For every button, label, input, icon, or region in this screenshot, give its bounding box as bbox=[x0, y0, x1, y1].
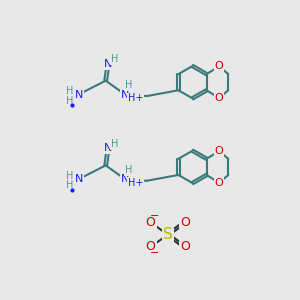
Text: H: H bbox=[66, 171, 74, 181]
Text: H: H bbox=[66, 86, 74, 96]
Text: O: O bbox=[214, 146, 224, 156]
Text: H: H bbox=[66, 180, 74, 190]
Text: S: S bbox=[163, 227, 172, 242]
Text: O: O bbox=[146, 216, 156, 229]
Text: N: N bbox=[74, 89, 83, 100]
Text: H: H bbox=[66, 96, 74, 106]
Text: −: − bbox=[150, 248, 159, 258]
Text: O: O bbox=[146, 241, 156, 254]
Text: N: N bbox=[104, 143, 112, 153]
Text: H: H bbox=[110, 139, 118, 149]
Text: N: N bbox=[74, 174, 83, 184]
Text: N: N bbox=[121, 174, 129, 184]
Text: H: H bbox=[110, 54, 118, 64]
Text: H+: H+ bbox=[128, 178, 144, 188]
Text: O: O bbox=[214, 178, 224, 188]
Text: O: O bbox=[214, 93, 224, 103]
Text: H: H bbox=[125, 165, 133, 175]
Text: H: H bbox=[125, 80, 133, 90]
Text: N: N bbox=[121, 89, 129, 100]
Text: H+: H+ bbox=[128, 93, 144, 103]
Text: O: O bbox=[180, 241, 190, 254]
Text: O: O bbox=[214, 61, 224, 71]
Text: −: − bbox=[150, 211, 159, 221]
Text: O: O bbox=[180, 216, 190, 229]
Text: N: N bbox=[104, 59, 112, 69]
